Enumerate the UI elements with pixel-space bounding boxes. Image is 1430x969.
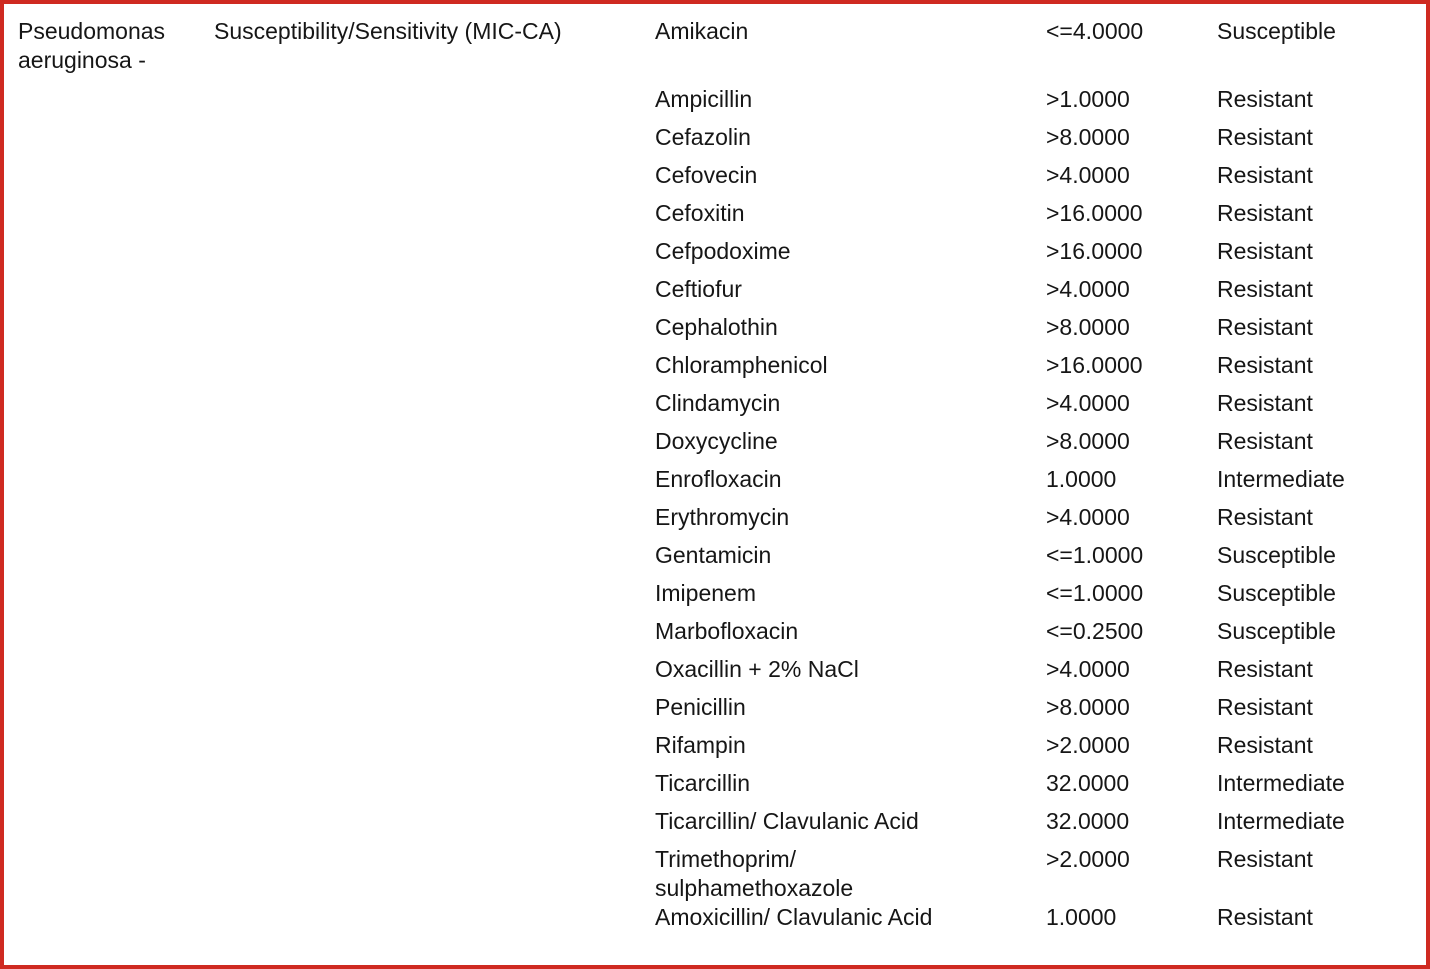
antibiotic-name: Chloramphenicol (655, 352, 828, 378)
mic-value: >2.0000 (1046, 732, 1130, 758)
mic-value: 1.0000 (1046, 904, 1117, 930)
antibiotic-name: Ampicillin (655, 86, 753, 112)
result-row: Chloramphenicol >16.0000 Resistant (655, 351, 1426, 389)
interpretation-label: Intermediate (1217, 808, 1345, 834)
result-row: Gentamicin <=1.0000 Susceptible (655, 541, 1426, 579)
result-row: Enrofloxacin 1.0000 Intermediate (655, 465, 1426, 503)
antibiotic-name: Cefazolin (655, 124, 751, 150)
antibiotic-name: Gentamicin (655, 542, 772, 568)
antibiotic-name: Amoxicillin/ Clavulanic Acid (655, 904, 933, 930)
test-column: Susceptibility/Sensitivity (MIC-CA) (214, 17, 655, 46)
antibiotic-name: Clindamycin (655, 390, 781, 416)
interpretation-label: Resistant (1217, 390, 1313, 416)
interpretation-label: Susceptible (1217, 18, 1336, 44)
antibiotic-name: Ceftiofur (655, 276, 742, 302)
interpretation-label: Resistant (1217, 200, 1313, 226)
interpretation-label: Resistant (1217, 694, 1313, 720)
result-row: Ticarcillin/ Clavulanic Acid 32.0000 Inter… (655, 807, 1426, 845)
antibiotic-name: Cefpodoxime (655, 238, 791, 264)
antibiotic-name: Cefovecin (655, 162, 758, 188)
antibiotic-name: Erythromycin (655, 504, 790, 530)
result-row: Cefpodoxime >16.0000 Resistant (655, 237, 1426, 275)
mic-value: <=1.0000 (1046, 542, 1144, 568)
mic-value: >8.0000 (1046, 124, 1130, 150)
result-row: Oxacillin + 2% NaCl >4.0000 Resistant (655, 655, 1426, 693)
mic-value: <=1.0000 (1046, 580, 1144, 606)
interpretation-label: Resistant (1217, 238, 1313, 264)
result-row: Marbofloxacin <=0.2500 Susceptible (655, 617, 1426, 655)
result-row: Cephalothin >8.0000 Resistant (655, 313, 1426, 351)
interpretation-label: Resistant (1217, 314, 1313, 340)
interpretation-label: Resistant (1217, 86, 1313, 112)
interpretation-label: Susceptible (1217, 580, 1336, 606)
result-row: Trimethoprim/ sulphamethoxazole >2.0000 Re… (655, 845, 1426, 903)
mic-value: 32.0000 (1046, 770, 1130, 796)
result-row: Erythromycin >4.0000 Resistant (655, 503, 1426, 541)
interpretation-label: Resistant (1217, 162, 1313, 188)
organism-name: Pseudomonas aeruginosa - (18, 18, 166, 73)
mic-value: >4.0000 (1046, 162, 1130, 188)
interpretation-label: Resistant (1217, 732, 1313, 758)
result-row: Amikacin <=4.0000 Susceptible (655, 17, 1426, 85)
antibiotic-name: Doxycycline (655, 428, 778, 454)
interpretation-label: Susceptible (1217, 618, 1336, 644)
mic-value: >8.0000 (1046, 694, 1130, 720)
result-row: Cefovecin >4.0000 Resistant (655, 161, 1426, 199)
mic-value: >1.0000 (1046, 86, 1130, 112)
antibiotic-name: Oxacillin + 2% NaCl (655, 656, 859, 682)
result-row: Amoxicillin/ Clavulanic Acid 1.0000 Resist… (655, 903, 1426, 941)
interpretation-label: Resistant (1217, 846, 1313, 872)
antibiotic-name: Cephalothin (655, 314, 778, 340)
result-row: Ticarcillin 32.0000 Intermediate (655, 769, 1426, 807)
interpretation-label: Susceptible (1217, 542, 1336, 568)
antibiotic-name: Enrofloxacin (655, 466, 782, 492)
result-row: Doxycycline >8.0000 Resistant (655, 427, 1426, 465)
mic-value: >4.0000 (1046, 276, 1130, 302)
antibiotic-name: Rifampin (655, 732, 746, 758)
antibiotic-name: Cefoxitin (655, 200, 745, 226)
interpretation-label: Resistant (1217, 504, 1313, 530)
result-row: Rifampin >2.0000 Resistant (655, 731, 1426, 769)
mic-value: >8.0000 (1046, 314, 1130, 340)
mic-value: <=4.0000 (1046, 18, 1144, 44)
mic-value: >16.0000 (1046, 352, 1143, 378)
mic-value: >2.0000 (1046, 846, 1130, 872)
antibiotic-name: Marbofloxacin (655, 618, 799, 644)
interpretation-label: Resistant (1217, 904, 1313, 930)
antibiotic-name: Ticarcillin (655, 770, 750, 796)
organism-column: Pseudomonas aeruginosa - (18, 17, 214, 75)
interpretation-label: Resistant (1217, 656, 1313, 682)
test-name: Susceptibility/Sensitivity (MIC-CA) (214, 18, 562, 44)
antibiotic-name: Ticarcillin/ Clavulanic Acid (655, 808, 919, 834)
mic-value: >8.0000 (1046, 428, 1130, 454)
result-row: Imipenem <=1.0000 Susceptible (655, 579, 1426, 617)
result-row: Cefoxitin >16.0000 Resistant (655, 199, 1426, 237)
result-row: Cefazolin >8.0000 Resistant (655, 123, 1426, 161)
interpretation-label: Resistant (1217, 428, 1313, 454)
interpretation-label: Intermediate (1217, 466, 1345, 492)
mic-value: <=0.2500 (1046, 618, 1144, 644)
interpretation-label: Resistant (1217, 276, 1313, 302)
mic-value: >16.0000 (1046, 238, 1143, 264)
result-row: Ampicillin >1.0000 Resistant (655, 85, 1426, 123)
mic-value: >4.0000 (1046, 504, 1130, 530)
mic-value: 32.0000 (1046, 808, 1130, 834)
mic-value: 1.0000 (1046, 466, 1117, 492)
result-row: Penicillin >8.0000 Resistant (655, 693, 1426, 731)
antibiotic-name: Trimethoprim/ sulphamethoxazole (655, 846, 854, 901)
interpretation-label: Resistant (1217, 352, 1313, 378)
mic-value: >4.0000 (1046, 656, 1130, 682)
interpretation-label: Resistant (1217, 124, 1313, 150)
mic-value: >4.0000 (1046, 390, 1130, 416)
antibiotic-name: Amikacin (655, 18, 749, 44)
antibiotic-name: Penicillin (655, 694, 746, 720)
mic-value: >16.0000 (1046, 200, 1143, 226)
result-row: Ceftiofur >4.0000 Resistant (655, 275, 1426, 313)
interpretation-label: Intermediate (1217, 770, 1345, 796)
results-table: Amikacin <=4.0000 Susceptible Ampicillin >1.… (655, 17, 1426, 941)
antibiotic-name: Imipenem (655, 580, 756, 606)
result-row: Clindamycin >4.0000 Resistant (655, 389, 1426, 427)
